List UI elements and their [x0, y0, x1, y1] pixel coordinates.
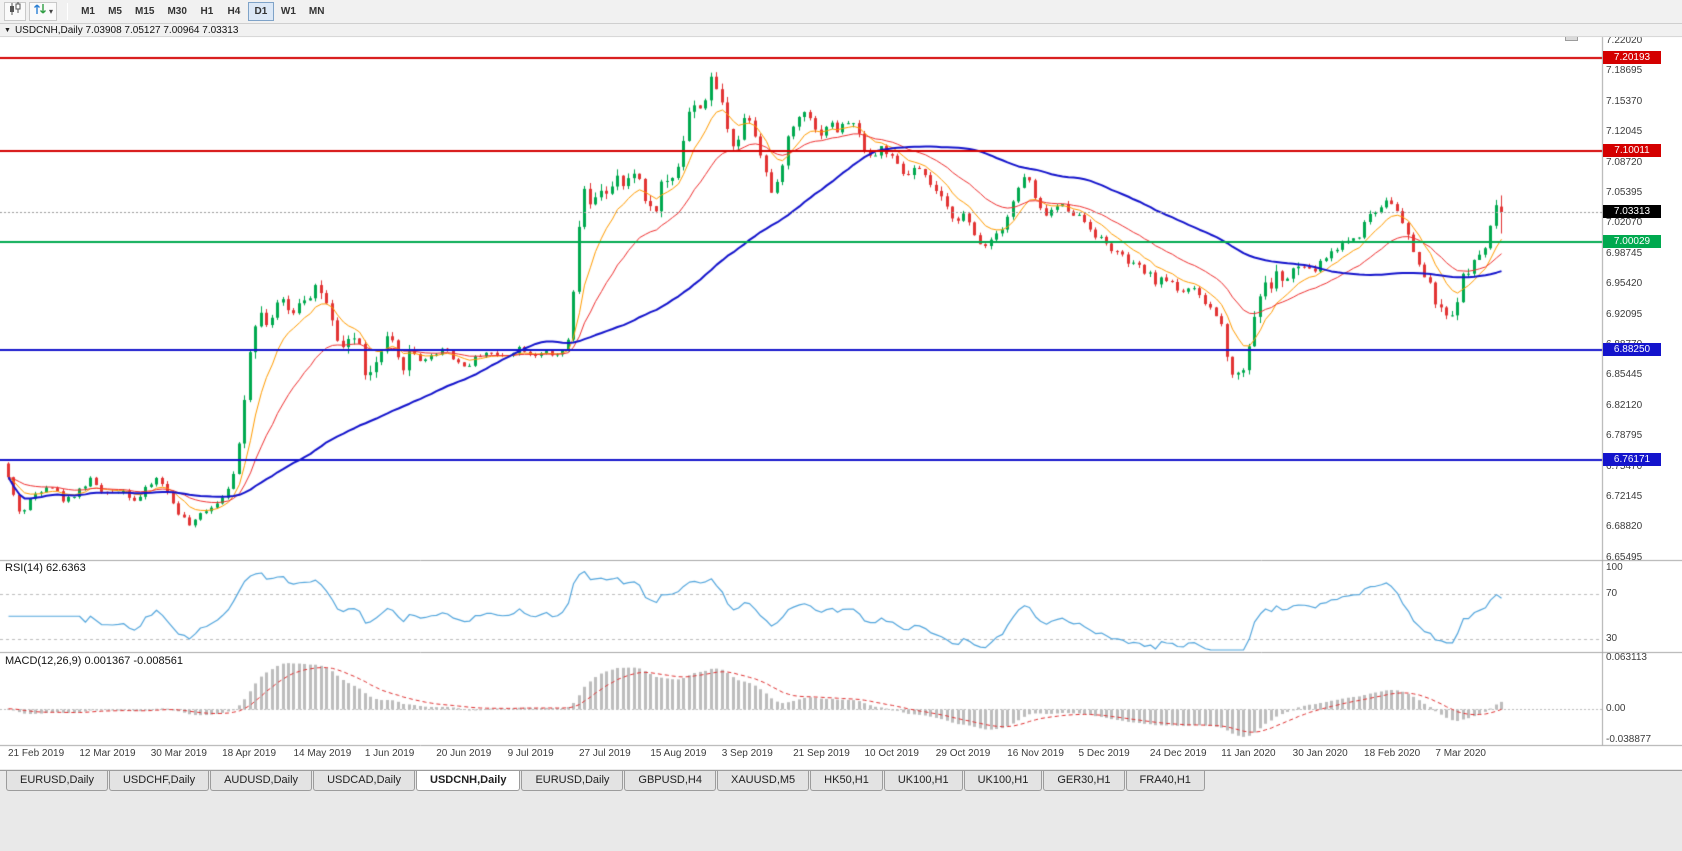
date-axis-label: 30 Jan 2020 [1292, 748, 1348, 759]
chart-tab[interactable]: FRA40,H1 [1125, 771, 1205, 791]
chart-context-dropdown-icon[interactable]: ▼ [4, 26, 11, 34]
date-axis-label: 1 Jun 2019 [364, 748, 415, 759]
timeframe-button-h4[interactable]: H4 [227, 6, 241, 17]
price-chart-canvas[interactable] [0, 0, 1682, 769]
scroll-arrows-icon [33, 2, 47, 21]
price-axis-label: 6.78795 [1606, 430, 1643, 442]
price-axis-label: 6.92095 [1606, 308, 1643, 320]
date-axis-label: 18 Apr 2019 [222, 748, 277, 759]
date-axis-label: 16 Nov 2019 [1007, 748, 1064, 759]
date-axis-label: 3 Sep 2019 [721, 748, 773, 759]
timeframe-button-mn[interactable]: MN [308, 6, 325, 17]
date-axis-label: 24 Dec 2019 [1149, 748, 1207, 759]
timeframe-button-m15[interactable]: M15 [135, 6, 155, 17]
macd-axis-label: 0.00 [1606, 702, 1626, 714]
chart-title-ohlc: USDCNH,Daily 7.03908 7.05127 7.00964 7.0… [14, 24, 239, 36]
macd-axis-label: -0.038877 [1606, 734, 1652, 745]
timeframe-button-m30[interactable]: M30 [167, 6, 187, 17]
current-price-box: 7.03313 [1603, 205, 1661, 219]
macd-axis-label: 0.063113 [1606, 652, 1647, 663]
date-axis-label: 7 Mar 2020 [1435, 748, 1486, 759]
level-price-box: 7.20193 [1603, 50, 1661, 64]
date-axis-label: 15 Aug 2019 [650, 748, 707, 759]
chart-tab[interactable]: USDCAD,Daily [313, 771, 416, 791]
level-price-box: 7.00029 [1603, 235, 1661, 249]
dropdown-caret-icon: ▾ [49, 7, 54, 16]
macd-indicator-label: MACD(12,26,9) 0.001367 -0.008561 [5, 655, 183, 667]
price-axis-label: 6.72145 [1606, 491, 1643, 502]
price-axis-label: 7.22020 [1606, 35, 1643, 46]
price-axis-label: 6.85445 [1606, 369, 1643, 381]
chart-tab[interactable]: USDCNH,Daily [416, 771, 521, 791]
date-axis-label: 29 Oct 2019 [935, 748, 991, 759]
date-axis-label: 12 Mar 2019 [79, 748, 136, 759]
rsi-axis-label: 30 [1606, 632, 1618, 644]
date-axis-label: 5 Dec 2019 [1078, 748, 1130, 759]
rsi-indicator-label: RSI(14) 62.6363 [5, 562, 86, 574]
level-price-box: 7.10011 [1603, 143, 1661, 157]
price-axis-label: 7.05395 [1606, 187, 1643, 198]
chart-tab[interactable]: UK100,H1 [883, 771, 963, 791]
chart-tab[interactable]: HK50,H1 [810, 771, 883, 791]
chart-tab[interactable]: EURUSD,Daily [521, 771, 624, 791]
chart-tab[interactable]: XAUUSD,M5 [716, 771, 810, 791]
toolbar-separator [67, 3, 69, 20]
date-axis-label: 9 Jul 2019 [507, 748, 554, 759]
rsi-axis-label: 70 [1606, 587, 1618, 599]
date-axis-label: 21 Sep 2019 [793, 748, 850, 759]
date-axis-label: 10 Oct 2019 [864, 748, 919, 759]
timeframe-button-m5[interactable]: M5 [108, 6, 122, 17]
date-axis-label: 21 Feb 2019 [8, 748, 65, 759]
price-axis-label: 6.95420 [1606, 278, 1643, 290]
timeframe-button-d1[interactable]: D1 [247, 2, 274, 21]
level-price-box: 6.88250 [1603, 342, 1661, 356]
date-axis-label: 27 Jul 2019 [578, 748, 631, 759]
timeframe-button-group: M1 M5 M15 M30 H1 H4 D1 W1 MN [75, 2, 331, 21]
date-axis-label: 18 Feb 2020 [1364, 748, 1421, 759]
timeframe-button-h1[interactable]: H1 [200, 6, 214, 17]
chart-tab[interactable]: USDCHF,Daily [108, 771, 210, 791]
chart-type-button[interactable] [4, 2, 26, 21]
timeframe-button-m1[interactable]: M1 [81, 6, 95, 17]
price-axis-label: 6.82120 [1606, 399, 1643, 411]
price-axis-label: 7.02070 [1606, 217, 1643, 229]
price-axis-label: 7.15370 [1606, 95, 1643, 107]
chart-tab-bar: EURUSD,Daily USDCHF,Daily AUDUSD,Daily USDC… [0, 770, 1682, 792]
price-axis-label: 7.12045 [1606, 126, 1643, 138]
date-axis-label: 11 Jan 2020 [1221, 748, 1276, 759]
chart-tab[interactable]: GBPUSD,H4 [624, 771, 716, 791]
date-axis-label: 14 May 2019 [293, 748, 352, 759]
date-axis-label: 20 Jun 2019 [436, 748, 492, 759]
candlestick-chart-icon [8, 2, 22, 21]
price-axis-label: 6.65495 [1606, 551, 1643, 563]
chart-title-bar: ▼ USDCNH,Daily 7.03908 7.05127 7.00964 7… [0, 24, 1682, 37]
chart-tab[interactable]: GER30,H1 [1043, 771, 1125, 791]
price-axis-label: 7.08720 [1606, 156, 1643, 168]
chart-tab[interactable]: EURUSD,Daily [6, 771, 108, 791]
price-axis-label: 7.18695 [1606, 65, 1643, 77]
rsi-axis-label: 100 [1606, 562, 1623, 573]
chart-scroll-button[interactable]: ▾ [29, 2, 58, 21]
chart-tab[interactable]: AUDUSD,Daily [210, 771, 313, 791]
price-axis-label: 6.68820 [1606, 521, 1643, 533]
chart-tab[interactable]: UK100,H1 [963, 771, 1043, 791]
date-axis-label: 30 Mar 2019 [150, 748, 207, 759]
timeframe-button-w1[interactable]: W1 [280, 6, 296, 17]
level-price-box: 6.76171 [1603, 453, 1661, 467]
timeframe-toolbar: ▾ M1 M5 M15 M30 H1 H4 D1 W1 MN [0, 0, 1682, 24]
price-axis-label: 6.98745 [1606, 247, 1643, 259]
